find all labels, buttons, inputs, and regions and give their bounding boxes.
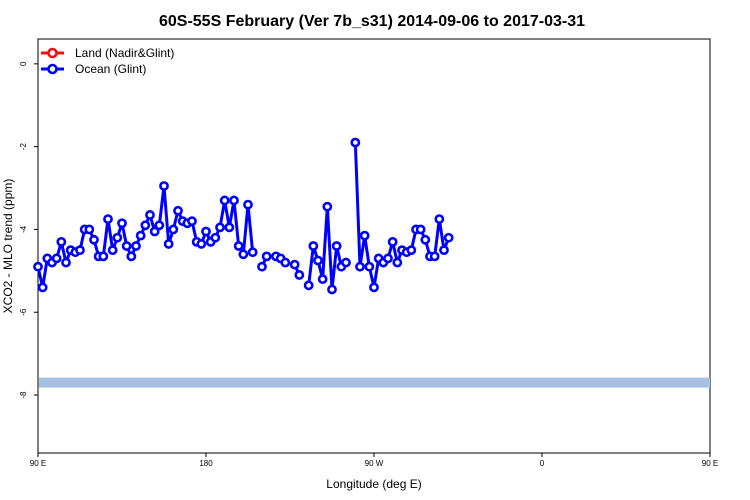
x-tick-label: 90 W	[365, 459, 384, 468]
data-point	[341, 257, 351, 268]
series-layer	[33, 137, 454, 295]
data-point	[229, 195, 239, 206]
data-point	[154, 220, 165, 231]
data-point	[187, 216, 197, 227]
data-point	[327, 284, 337, 295]
data-point	[322, 201, 333, 212]
y-tick-label: -8	[19, 391, 28, 399]
data-point	[238, 249, 249, 260]
data-point	[289, 259, 300, 270]
data-point	[233, 241, 244, 251]
data-point	[56, 236, 67, 247]
data-point	[434, 214, 445, 224]
data-point	[117, 218, 127, 229]
data-point	[98, 251, 109, 262]
data-point	[84, 224, 95, 235]
y-tick-label: -4	[19, 225, 28, 233]
data-point	[135, 230, 146, 241]
data-point	[243, 199, 253, 210]
data-point	[303, 280, 314, 291]
legend-label: Ocean (Glint)	[75, 62, 146, 76]
data-point	[313, 255, 323, 266]
data-point	[89, 234, 99, 245]
data-point	[387, 236, 398, 247]
data-point	[369, 282, 379, 293]
data-point	[33, 261, 43, 272]
data-point	[317, 274, 328, 285]
data-point	[331, 241, 342, 251]
x-tick-label: 90 E	[30, 459, 46, 468]
x-tick-label: 0	[540, 459, 545, 468]
data-point	[350, 137, 361, 148]
data-point	[126, 251, 137, 262]
reference-band	[39, 377, 710, 388]
data-point	[61, 257, 71, 268]
data-point	[149, 226, 160, 237]
y-tick-label: 0	[19, 61, 28, 66]
data-point	[280, 257, 291, 268]
data-point	[294, 270, 305, 280]
data-point	[355, 261, 365, 272]
data-point	[210, 232, 221, 243]
data-point	[406, 245, 417, 256]
data-point	[37, 282, 48, 293]
y-tick-label: -2	[19, 143, 28, 151]
y-axis: 0 -2 -4 -6 -8	[19, 61, 38, 399]
data-point	[131, 241, 141, 251]
legend-label: Land (Nadir&Glint)	[75, 46, 174, 60]
data-point	[383, 253, 393, 264]
data-point	[392, 257, 403, 268]
data-point	[173, 205, 183, 216]
data-point	[224, 222, 235, 233]
data-point	[415, 224, 426, 235]
data-point	[439, 245, 449, 256]
data-point	[201, 226, 211, 237]
legend: Land (Nadir&Glint) Ocean (Glint)	[41, 46, 174, 76]
legend-swatch-marker	[47, 47, 58, 59]
data-point	[140, 220, 151, 231]
x-tick-label: 90 E	[702, 459, 718, 468]
y-axis-label: XCO2 - MLO trend (ppm)	[1, 179, 15, 314]
data-point	[103, 214, 113, 224]
data-point	[261, 251, 272, 262]
data-point	[163, 239, 174, 249]
data-point	[145, 210, 155, 220]
data-point	[75, 245, 85, 256]
data-point	[107, 245, 118, 256]
data-point	[359, 230, 370, 241]
data-point	[168, 224, 179, 235]
y-tick-label: -6	[19, 308, 28, 316]
data-point	[196, 239, 207, 249]
data-point	[443, 232, 454, 243]
data-point	[219, 195, 230, 206]
data-point	[364, 261, 375, 272]
x-axis-label: Longitude (deg E)	[326, 477, 421, 491]
data-point	[429, 251, 440, 262]
data-point	[159, 181, 169, 191]
data-point	[121, 241, 132, 251]
data-point	[308, 241, 319, 251]
data-point	[215, 222, 225, 233]
data-point	[420, 234, 431, 245]
data-point	[247, 247, 258, 258]
legend-swatch-marker	[47, 63, 58, 75]
data-point	[257, 261, 267, 272]
chart-title: 60S-55S February (Ver 7b_s31) 2014-09-06…	[159, 13, 585, 30]
data-point	[112, 232, 123, 243]
data-point	[51, 253, 62, 264]
x-tick-label: 180	[199, 459, 213, 468]
